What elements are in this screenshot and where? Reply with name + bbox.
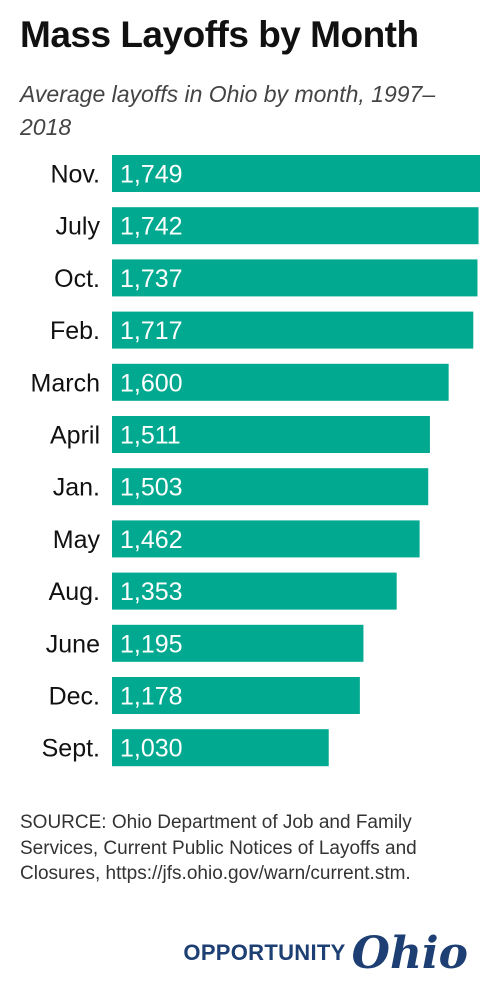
brand-logo: OPPORTUNITY Ohio (183, 920, 468, 980)
chart-title: Mass Layoffs by Month (20, 14, 419, 55)
source-note: SOURCE: Ohio Department of Job and Famil… (20, 812, 417, 884)
value-label: 1,178 (120, 683, 183, 711)
category-label: June (46, 630, 100, 658)
bar (112, 729, 329, 767)
category-label: Aug. (49, 578, 100, 606)
value-label: 1,737 (120, 265, 183, 293)
bar (112, 311, 474, 349)
bar (112, 520, 420, 558)
chart-subtitle: Average layoffs in Ohio by month, 1997–2… (20, 81, 436, 140)
value-label: 1,717 (120, 317, 183, 345)
bar (112, 363, 449, 401)
bar (112, 259, 478, 297)
value-label: 1,353 (120, 578, 183, 606)
category-label: Feb. (50, 317, 100, 345)
bar (112, 624, 364, 662)
category-label: July (56, 213, 101, 241)
brand-script-wordmark: Ohio (351, 928, 468, 979)
value-label: 1,742 (120, 213, 183, 241)
brand-wordmark: OPPORTUNITY (183, 940, 346, 965)
value-label: 1,503 (120, 474, 183, 502)
bar (112, 572, 397, 610)
category-label: May (53, 526, 101, 554)
value-label: 1,749 (120, 161, 183, 189)
category-label: March (31, 369, 100, 397)
bar (112, 416, 430, 453)
bar (112, 468, 429, 506)
value-label: 1,600 (120, 369, 183, 397)
category-label: Jan. (53, 474, 100, 502)
category-label: Nov. (50, 161, 100, 189)
value-label: 1,030 (120, 735, 183, 763)
value-label: 1,195 (120, 630, 183, 658)
value-label: 1,511 (120, 422, 181, 450)
bar (112, 677, 360, 714)
category-label: April (50, 422, 100, 450)
category-label: Dec. (49, 683, 100, 711)
bar (112, 207, 479, 245)
category-label: Oct. (54, 265, 100, 293)
bar-chart: Nov. 1,749 July 1,742 Oct. 1,737 Feb. 1,717 Marc… (31, 155, 480, 767)
value-label: 1,462 (120, 526, 183, 554)
category-label: Sept. (42, 735, 100, 763)
bar (112, 155, 480, 192)
